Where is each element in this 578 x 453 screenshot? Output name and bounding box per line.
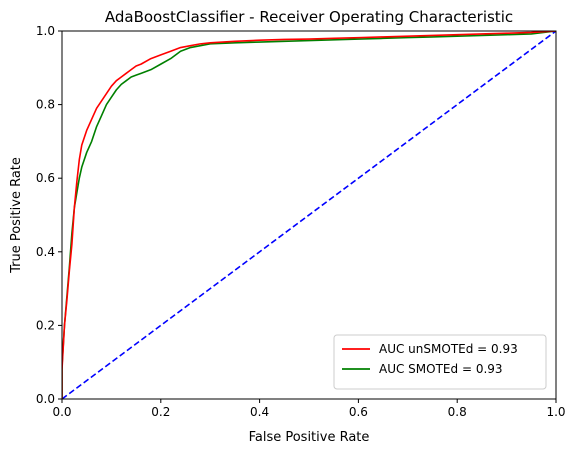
axes: 0.0 0.2 0.4 0.6 0.8 1.0 0.0 0.2 0.4 0.6 0.8 1.0	[36, 24, 566, 419]
legend-box	[333, 334, 547, 390]
chart-title: AdaBoostClassifier - Receiver Operating …	[105, 8, 513, 26]
y-tick-label: 1.0	[36, 24, 55, 38]
x-tick-label: 0.0	[52, 405, 71, 419]
y-tick-label: 0.0	[36, 392, 55, 406]
plot-area	[62, 31, 556, 399]
x-axis-label: False Positive Rate	[249, 430, 370, 445]
series-line-smoted	[62, 31, 556, 399]
series-group	[62, 31, 556, 399]
y-tick-label: 0.8	[36, 98, 55, 112]
y-axis-label: True Positive Rate	[9, 157, 24, 274]
chance-diagonal-line	[62, 31, 556, 399]
legend-label: AUC SMOTEd = 0.93	[379, 362, 503, 376]
axes-frame	[61, 30, 557, 400]
y-tick-label: 0.4	[36, 245, 55, 259]
series-line-unsmoted	[62, 31, 556, 399]
legend: AUC unSMOTEd = 0.93 AUC SMOTEd = 0.93	[333, 334, 547, 390]
x-tick-label: 0.2	[151, 405, 170, 419]
legend-label: AUC unSMOTEd = 0.93	[379, 342, 518, 356]
x-tick-label: 0.4	[250, 405, 269, 419]
x-tick-label: 0.6	[349, 405, 368, 419]
y-tick-label: 0.6	[36, 171, 55, 185]
x-tick-label: 1.0	[546, 405, 565, 419]
y-tick-label: 0.2	[36, 318, 55, 332]
x-tick-label: 0.8	[448, 405, 467, 419]
